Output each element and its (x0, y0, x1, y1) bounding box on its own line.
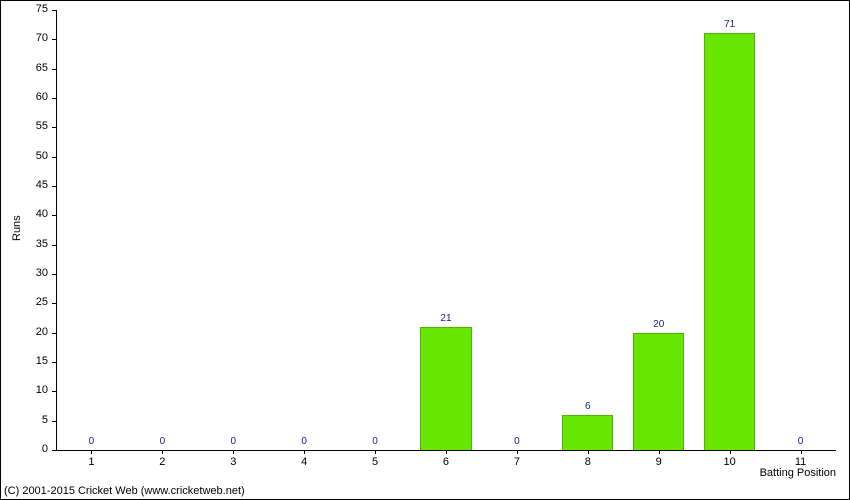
y-tick-label: 15 (22, 355, 48, 367)
x-tick-label: 4 (269, 456, 340, 468)
y-tick-label: 35 (22, 238, 48, 250)
bar-value-label: 0 (481, 436, 552, 447)
y-tick-label: 20 (22, 326, 48, 338)
bar (704, 33, 755, 450)
x-tick-label: 3 (198, 456, 269, 468)
y-tick-label: 75 (22, 3, 48, 15)
x-tick (446, 450, 447, 454)
bar (562, 415, 613, 450)
bar-value-label: 21 (411, 313, 482, 324)
y-axis-line (56, 10, 57, 450)
bar-value-label: 20 (623, 319, 694, 330)
bar (633, 333, 684, 450)
y-tick-label: 65 (22, 62, 48, 74)
chart-container: 0510152025303540455055606570751020304050… (0, 0, 850, 500)
x-tick (375, 450, 376, 454)
x-tick-label: 2 (127, 456, 198, 468)
x-tick (162, 450, 163, 454)
y-axis-title: Runs (11, 211, 23, 241)
bar (420, 327, 471, 450)
bar-value-label: 0 (340, 436, 411, 447)
x-tick-label: 6 (411, 456, 482, 468)
x-tick (304, 450, 305, 454)
y-tick-label: 5 (22, 414, 48, 426)
x-tick-label: 5 (340, 456, 411, 468)
bar-value-label: 71 (694, 19, 765, 30)
y-tick-label: 10 (22, 384, 48, 396)
x-tick (91, 450, 92, 454)
plot-area: 0510152025303540455055606570751020304050… (56, 10, 836, 450)
bar-value-label: 0 (198, 436, 269, 447)
x-tick-label: 7 (481, 456, 552, 468)
y-tick-label: 55 (22, 120, 48, 132)
y-tick-label: 0 (22, 443, 48, 455)
y-tick-label: 50 (22, 150, 48, 162)
x-tick-label: 10 (694, 456, 765, 468)
y-tick-label: 25 (22, 296, 48, 308)
y-tick-label: 40 (22, 208, 48, 220)
y-tick-label: 45 (22, 179, 48, 191)
x-tick (730, 450, 731, 454)
x-tick (801, 450, 802, 454)
x-tick (588, 450, 589, 454)
x-tick-label: 9 (623, 456, 694, 468)
bar-value-label: 6 (552, 401, 623, 412)
bar-value-label: 0 (56, 436, 127, 447)
x-tick (233, 450, 234, 454)
y-tick-label: 60 (22, 91, 48, 103)
x-tick (517, 450, 518, 454)
x-axis-title: Batting Position (760, 467, 836, 479)
bar-value-label: 0 (765, 436, 836, 447)
x-tick-label: 1 (56, 456, 127, 468)
y-tick-label: 30 (22, 267, 48, 279)
x-tick (659, 450, 660, 454)
y-tick-label: 70 (22, 32, 48, 44)
x-tick-label: 8 (552, 456, 623, 468)
bar-value-label: 0 (269, 436, 340, 447)
bar-value-label: 0 (127, 436, 198, 447)
copyright-text: (C) 2001-2015 Cricket Web (www.cricketwe… (4, 485, 245, 497)
